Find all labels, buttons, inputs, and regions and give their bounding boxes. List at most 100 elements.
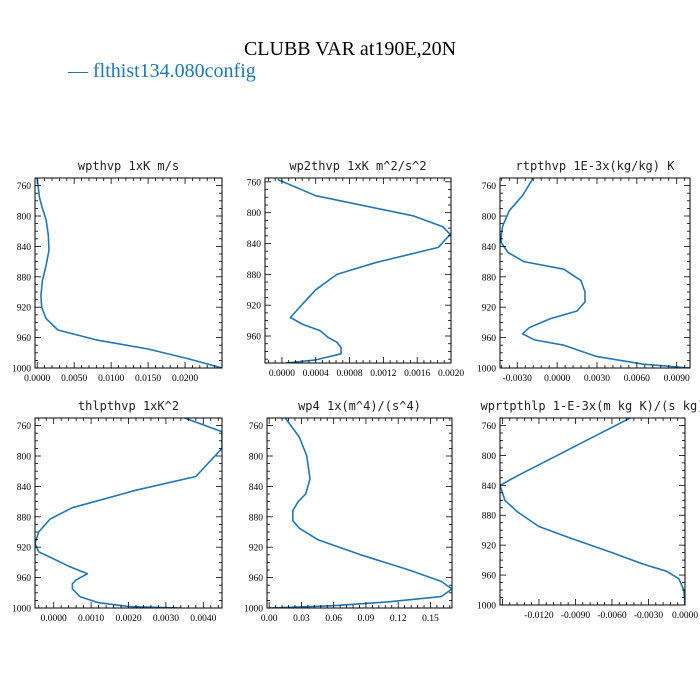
y-tick-label: 800	[482, 213, 497, 223]
y-tick-label: 800	[249, 453, 264, 463]
y-tick-label: 960	[482, 334, 497, 344]
x-tick-label: 0.0004	[303, 369, 329, 379]
subplot-title: rtpthvp 1E-3x(kg/kg) K	[516, 159, 676, 173]
y-tick-label: 800	[482, 452, 497, 462]
subplot-grid: wpthvp 1xK m/s 0.0000 0.0050 0.0100 0.0150 0.…	[12, 159, 700, 624]
x-tick-label: 0.0000	[672, 611, 698, 621]
subplot-title: wpthvp 1xK m/s	[78, 159, 179, 173]
y-tick-label: 1000	[477, 365, 496, 375]
y-tick-label: 840	[482, 243, 497, 253]
x-tick-label: 0.03	[293, 614, 310, 624]
y-tick-label: 840	[17, 243, 32, 253]
series-line	[500, 418, 685, 605]
x-tick-label: -0.0120	[524, 611, 554, 621]
y-tick-label: 760	[482, 422, 497, 432]
x-tick-label: 0.0040	[190, 614, 216, 624]
y-tick-label: 760	[247, 178, 262, 188]
y-tick-label: 840	[247, 240, 262, 250]
x-tick-label: -0.0090	[561, 611, 591, 621]
y-tick-label: 1000	[244, 605, 263, 615]
x-tick-label: 0.0090	[664, 374, 690, 384]
x-tick-label: -0.0030	[634, 611, 664, 621]
y-tick-label: 800	[17, 453, 32, 463]
subplot-1: wpthvp 1xK m/s 0.0000 0.0050 0.0100 0.0150 0.…	[12, 159, 223, 384]
x-tick-label: 0.0030	[153, 614, 179, 624]
y-tick-label: 880	[482, 273, 497, 283]
x-tick-label: 0.0050	[61, 374, 87, 384]
series-line	[269, 418, 452, 608]
y-tick-label: 880	[482, 512, 497, 522]
y-tick-label: 920	[482, 542, 497, 552]
subplot-4: thlpthvp 1xK^2 0.0000 0.0010 0.0020 0.0030 0.…	[12, 399, 223, 624]
subplot-title: wprtpthlp 1-E-3x(m kg K)/(s kg)	[481, 399, 700, 413]
y-tick-label: 760	[17, 182, 32, 192]
plot-frame	[266, 417, 453, 609]
x-tick-label: -0.0060	[597, 611, 627, 621]
x-tick-label: 0.0000	[24, 374, 50, 384]
x-tick-label: 0.0016	[404, 369, 430, 379]
x-tick-label: 0.0150	[135, 374, 161, 384]
subplot-title: wp2thvp 1xK m^2/s^2	[289, 159, 426, 173]
y-tick-label: 760	[482, 182, 497, 192]
plot-frame	[34, 177, 223, 369]
y-tick-label: 880	[249, 513, 264, 523]
x-tick-label: 0.0100	[98, 374, 124, 384]
x-tick-label: 0.0020	[115, 614, 141, 624]
y-tick-label: 800	[17, 213, 32, 223]
x-tick-label: 0.00	[261, 614, 278, 624]
y-tick-label: 920	[247, 302, 262, 312]
plot-frame	[264, 177, 452, 364]
x-tick-label: 0.0008	[336, 369, 362, 379]
plot-frame	[499, 177, 691, 369]
y-tick-label: 880	[17, 513, 32, 523]
subplot-6: wprtpthlp 1-E-3x(m kg K)/(s kg) -0.0120 -0…	[477, 399, 700, 621]
series-line	[35, 418, 222, 608]
y-tick-label: 800	[247, 209, 262, 219]
y-tick-label: 840	[17, 483, 32, 493]
y-tick-label: 1000	[12, 365, 31, 375]
subplot-title: thlpthvp 1xK^2	[78, 399, 179, 413]
y-tick-label: 880	[17, 273, 32, 283]
y-tick-label: 920	[482, 304, 497, 314]
y-tick-label: 920	[17, 544, 32, 554]
x-tick-label: 0.0200	[172, 374, 198, 384]
x-tick-label: 0.15	[422, 614, 439, 624]
y-tick-label: 960	[17, 334, 32, 344]
y-tick-label: 880	[247, 271, 262, 281]
y-tick-label: 1000	[477, 602, 496, 612]
y-tick-label: 1000	[12, 605, 31, 615]
x-tick-label: 0.0012	[370, 369, 396, 379]
y-tick-label: 920	[249, 544, 264, 554]
series-line	[36, 178, 222, 368]
y-tick-label: 840	[482, 482, 497, 492]
subplot-2: wp2thvp 1xK m^2/s^2 0.0000 0.0004 0.0008 0.0…	[247, 159, 465, 379]
series-line	[500, 178, 690, 368]
y-tick-label: 760	[249, 422, 264, 432]
subplot-title: wp4 1x(m^4)/(s^4)	[298, 399, 421, 413]
legend-entry: — flthist134.080config	[67, 60, 256, 82]
plot-frame	[499, 417, 686, 606]
x-tick-label: 0.09	[358, 614, 375, 624]
x-tick-label: 0.0000	[544, 374, 570, 384]
y-tick-label: 960	[17, 574, 32, 584]
x-tick-label: 0.12	[390, 614, 407, 624]
y-tick-label: 760	[17, 422, 32, 432]
x-tick-label: 0.0020	[438, 369, 464, 379]
subplot-5: wp4 1x(m^4)/(s^4) 0.00 0.03 0.06 0.09 0.12 0.1…	[244, 399, 453, 624]
y-tick-label: 960	[249, 574, 264, 584]
y-tick-label: 840	[249, 483, 264, 493]
x-tick-label: 0.0000	[269, 369, 295, 379]
figure-title: CLUBB VAR at190E,20N	[244, 38, 456, 60]
series-line	[277, 178, 451, 363]
x-tick-label: 0.0010	[78, 614, 104, 624]
x-tick-label: 0.0000	[41, 614, 67, 624]
x-tick-label: -0.0030	[503, 374, 533, 384]
y-tick-label: 960	[247, 333, 262, 343]
x-tick-label: 0.0030	[584, 374, 610, 384]
x-tick-label: 0.06	[325, 614, 342, 624]
y-tick-label: 960	[482, 572, 497, 582]
subplot-3: rtpthvp 1E-3x(kg/kg) K -0.0030 0.0000 0.003…	[477, 159, 691, 384]
x-tick-label: 0.0060	[624, 374, 650, 384]
y-tick-label: 920	[17, 304, 32, 314]
